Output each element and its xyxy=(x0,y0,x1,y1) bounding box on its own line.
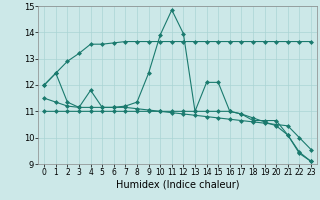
X-axis label: Humidex (Indice chaleur): Humidex (Indice chaleur) xyxy=(116,180,239,190)
